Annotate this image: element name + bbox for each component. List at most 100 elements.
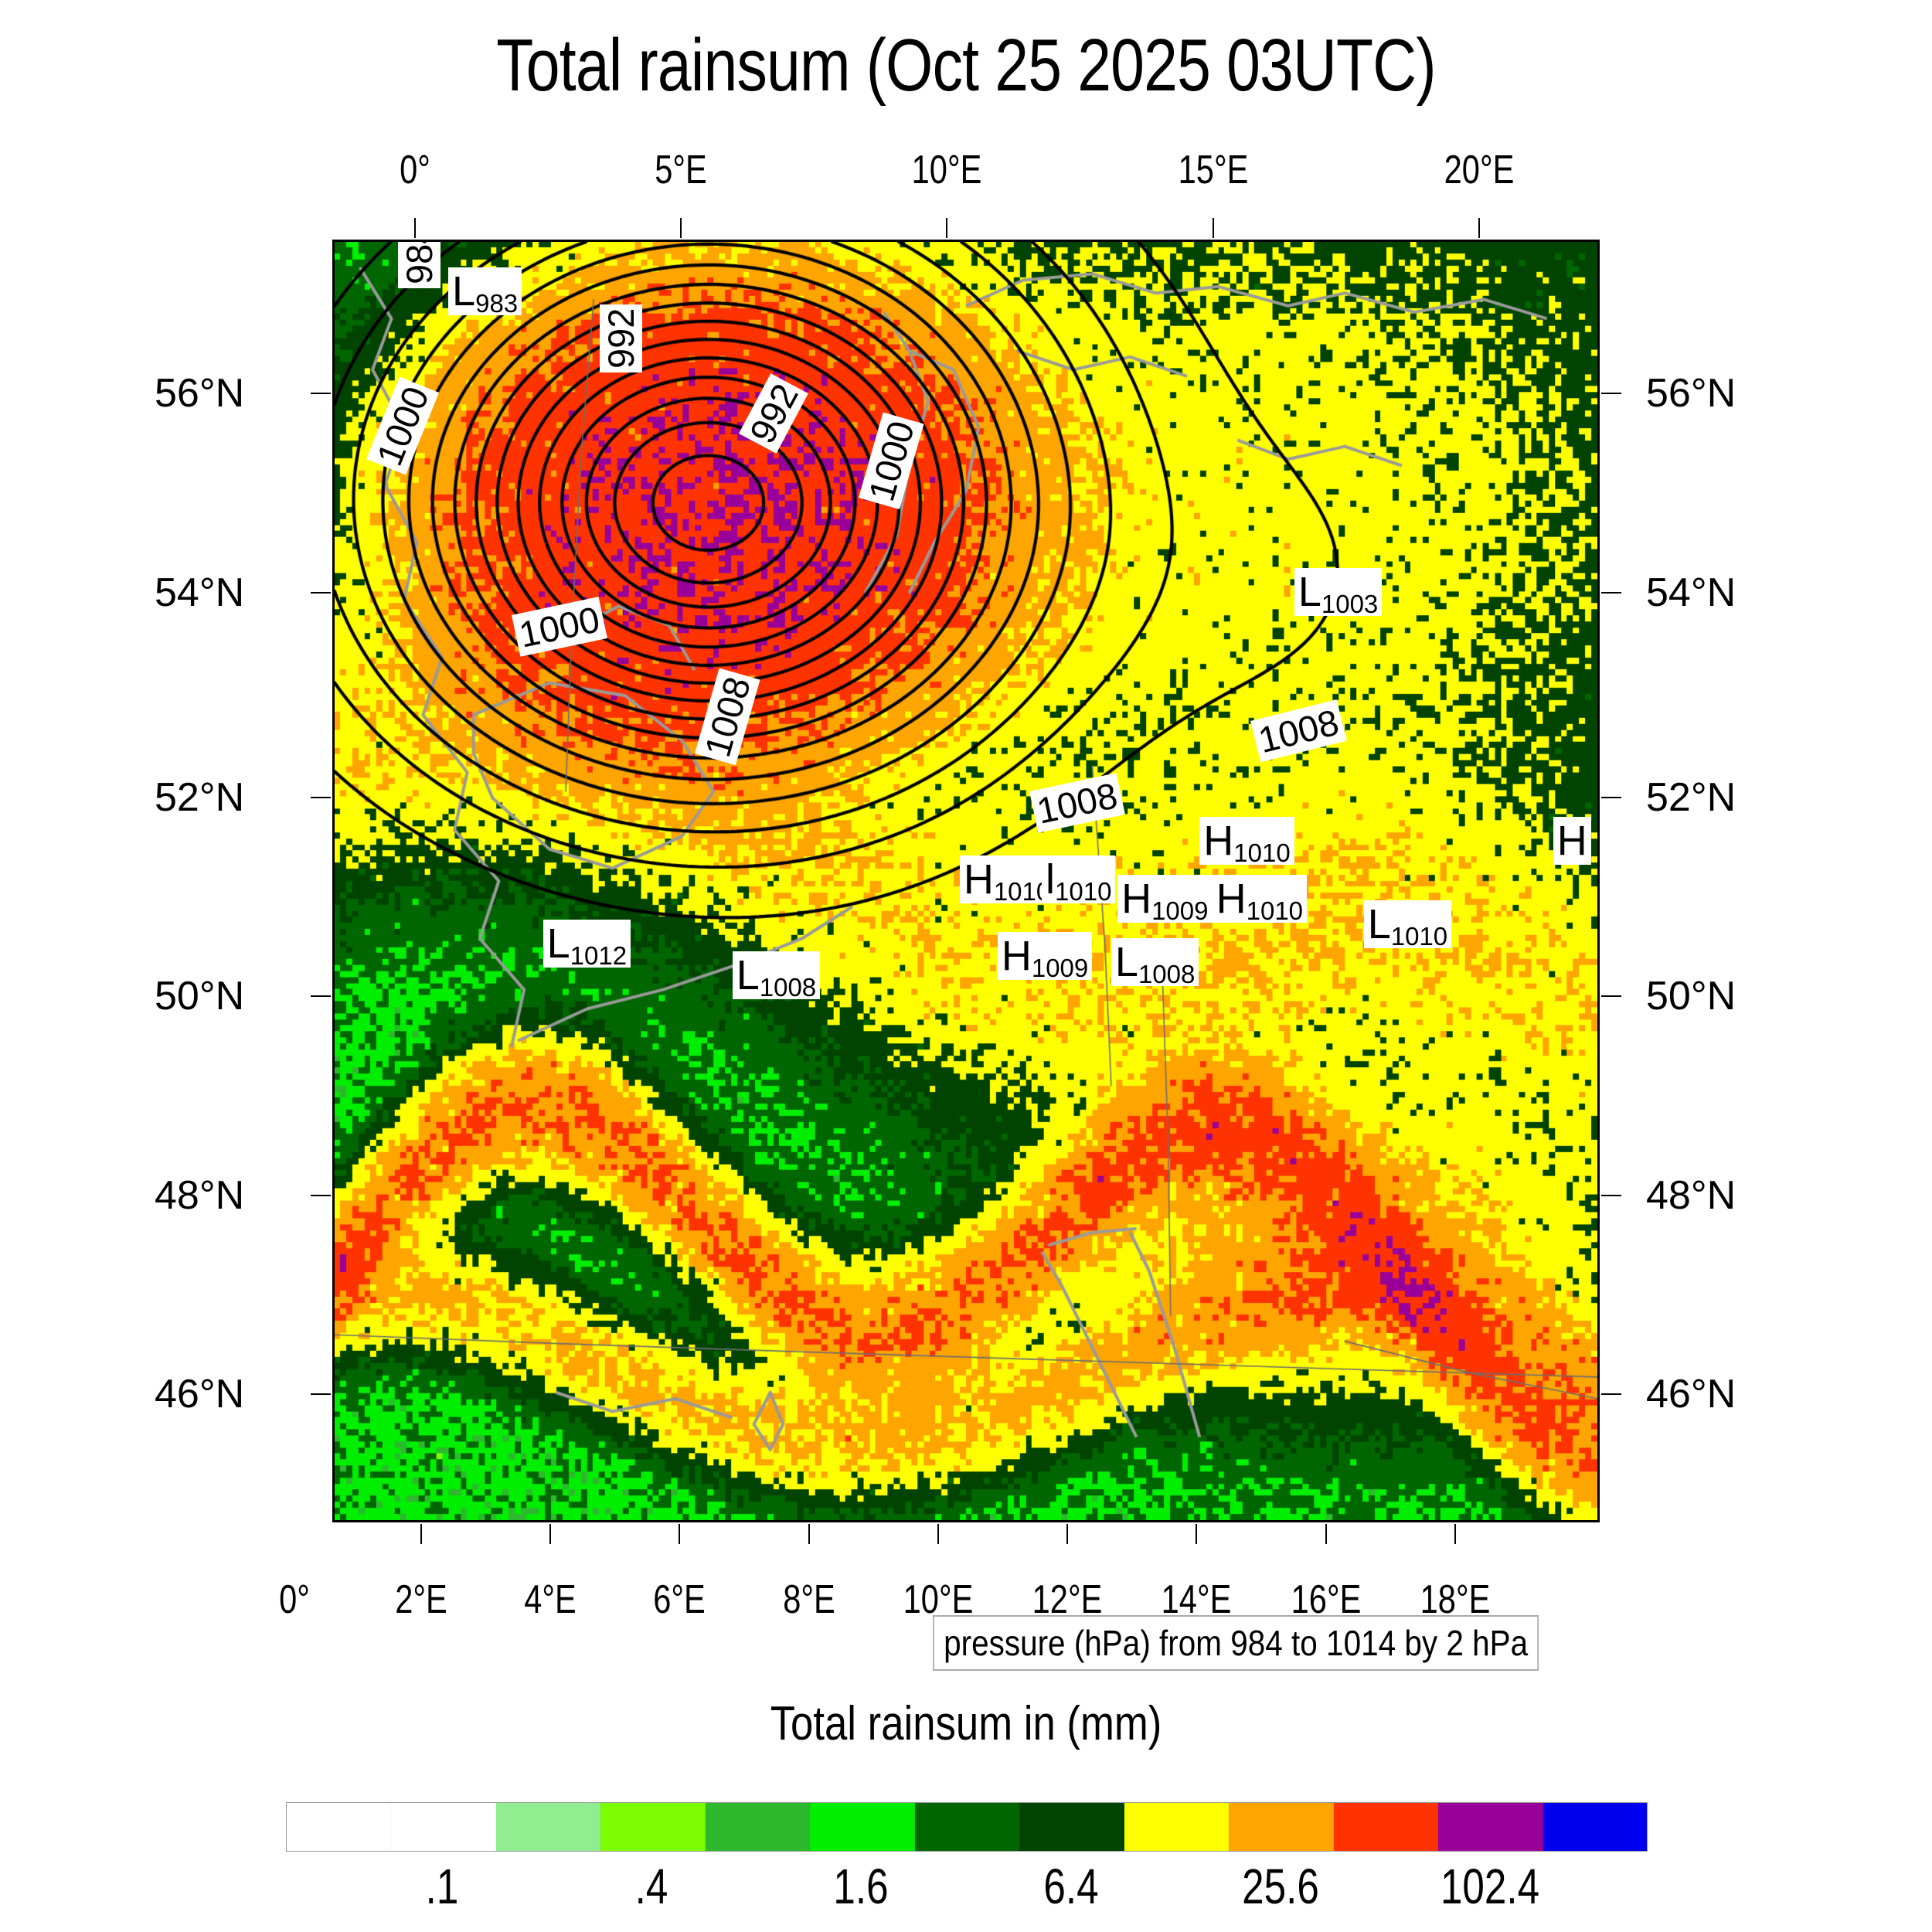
colorbar-tick-label: 6.4 [1043, 1859, 1099, 1914]
axis-tick-left [311, 1194, 331, 1196]
axis-tick-bottom [808, 1524, 810, 1544]
pressure-caption: pressure (hPa) from 984 to 1014 by 2 hPa [933, 1615, 1539, 1671]
axis-tick-top [413, 218, 416, 238]
axis-tick-right [1601, 1194, 1621, 1196]
colorbar-cell-7[interactable] [1019, 1803, 1124, 1851]
axis-tick-bottom [420, 1524, 422, 1544]
axis-tick-left [311, 1393, 331, 1395]
colorbar[interactable] [286, 1802, 1648, 1852]
map-plot-area[interactable]: 984 L983 992 992 1000 1000 1000 L1003 1008 1008 10… [332, 240, 1600, 1522]
axis-tick-left [311, 995, 331, 998]
colorbar-cell-4[interactable] [705, 1803, 811, 1851]
colorbar-cell-9[interactable] [1229, 1803, 1334, 1851]
colorbar-tick-label: .4 [635, 1859, 668, 1914]
pressure-center-value: 1009 [1031, 954, 1089, 983]
axis-tick-left [311, 797, 331, 799]
axis-tick-bottom [937, 1524, 939, 1544]
colorbar-cell-1[interactable] [391, 1803, 496, 1851]
pressure-center-value: 1012 [570, 940, 628, 970]
axis-tick-right [1601, 797, 1621, 799]
axis-label-bottom: 8°E [782, 1577, 835, 1622]
pressure-center-type: L [1367, 900, 1391, 947]
axis-label-bottom: 10°E [903, 1577, 974, 1622]
map-label-low-1008a: L1008 [732, 951, 821, 1002]
axis-label-left: 48°N [155, 1172, 245, 1218]
colorbar-title: Total rainsum in (mm) [770, 1697, 1162, 1750]
pressure-center-value: 1010 [1390, 921, 1448, 951]
pressure-center-value: 1009 [1151, 896, 1209, 925]
axis-tick-bottom [1196, 1524, 1198, 1544]
axis-label-left: 54°N [155, 570, 245, 615]
pressure-center-type: L [452, 268, 476, 315]
axis-label-left: 56°N [155, 371, 245, 417]
pressure-center-type: L [546, 920, 570, 967]
axis-tick-right [1601, 393, 1621, 395]
axis-label-bottom: 16°E [1291, 1577, 1362, 1622]
colorbar-cell-8[interactable] [1124, 1803, 1230, 1851]
axis-tick-bottom [1066, 1524, 1069, 1544]
pressure-center-type: H [1556, 818, 1587, 865]
colorbar-cell-3[interactable] [600, 1803, 706, 1851]
axis-tick-right [1601, 1393, 1621, 1395]
pressure-center-type: H [1216, 875, 1247, 922]
colorbar-cell-6[interactable] [914, 1803, 1020, 1851]
pressure-center-type: H [963, 855, 994, 903]
map-label-low-983: L983 [448, 267, 522, 318]
axis-tick-bottom [549, 1524, 552, 1544]
map-label-high-1009b: H1009 [997, 932, 1093, 983]
pressure-center-value: 983 [475, 289, 519, 318]
axis-label-top: 10°E [912, 148, 982, 192]
pressure-center-type: H [1001, 933, 1032, 980]
colorbar-cell-10[interactable] [1333, 1803, 1439, 1851]
axis-tick-left [311, 591, 331, 594]
page-title: Total rainsum (Oct 25 2025 03UTC) [496, 24, 1436, 107]
pressure-center-type: H [1203, 818, 1234, 865]
axis-label-right: 52°N [1646, 775, 1736, 821]
pressure-center-value: 1010 [1233, 838, 1291, 868]
axis-tick-top [1212, 218, 1214, 238]
axis-tick-right [1601, 591, 1621, 594]
map-label-high-1009a: H1009 [1117, 874, 1213, 925]
pressure-center-type: H [1121, 875, 1152, 922]
map-label-low-1003: L1003 [1294, 567, 1383, 618]
pressure-center-value: 1010 [1246, 896, 1304, 925]
colorbar-cell-2[interactable] [495, 1803, 601, 1851]
colorbar-tick-label: 102.4 [1440, 1859, 1539, 1914]
axis-label-bottom: 18°E [1420, 1577, 1491, 1622]
map-label-high-1010b: H1010 [959, 855, 1055, 904]
axis-label-right: 50°N [1646, 974, 1736, 1019]
pressure-center-value: 1003 [1321, 589, 1379, 618]
axis-tick-bottom [1454, 1524, 1457, 1544]
axis-label-left: 50°N [155, 974, 245, 1019]
axis-label-top: 0° [399, 148, 430, 192]
map-label-low-1012: L1012 [543, 919, 631, 970]
map-label-high-edge: H [1553, 817, 1591, 866]
axis-tick-bottom [679, 1524, 681, 1544]
colorbar-tick-label: 1.6 [833, 1859, 889, 1914]
colorbar-cell-11[interactable] [1438, 1803, 1543, 1851]
colorbar-cell-5[interactable] [810, 1803, 915, 1851]
axis-label-left: 46°N [155, 1372, 245, 1417]
axis-label-top: 20°E [1444, 148, 1515, 192]
pressure-center-value: 1008 [1138, 960, 1196, 989]
axis-label-right: 46°N [1646, 1372, 1736, 1417]
colorbar-cell-12[interactable] [1543, 1803, 1648, 1851]
map-label-low-1010d: L1010 [1363, 900, 1452, 951]
colorbar-cell-0[interactable] [287, 1803, 392, 1851]
colorbar-tick-label: 25.6 [1241, 1859, 1319, 1914]
axis-label-bottom: 2°E [395, 1577, 447, 1622]
axis-label-right: 54°N [1646, 570, 1736, 615]
pressure-center-type: L [1298, 568, 1321, 615]
map-label-contour-984: 984 [397, 242, 440, 288]
pressure-center-type: L [736, 951, 760, 998]
axis-label-right: 48°N [1646, 1172, 1736, 1218]
axis-label-bottom: 14°E [1162, 1577, 1232, 1622]
axis-tick-left [311, 393, 331, 395]
colorbar-tick-label: .1 [426, 1859, 459, 1914]
axis-tick-bottom [1325, 1524, 1327, 1544]
axis-tick-top [946, 218, 948, 238]
axis-label-top: 15°E [1178, 148, 1249, 192]
pressure-center-type: L [1114, 939, 1138, 986]
axis-label-bottom: 0° [278, 1577, 310, 1622]
pressure-center-value: 1008 [759, 972, 817, 1002]
